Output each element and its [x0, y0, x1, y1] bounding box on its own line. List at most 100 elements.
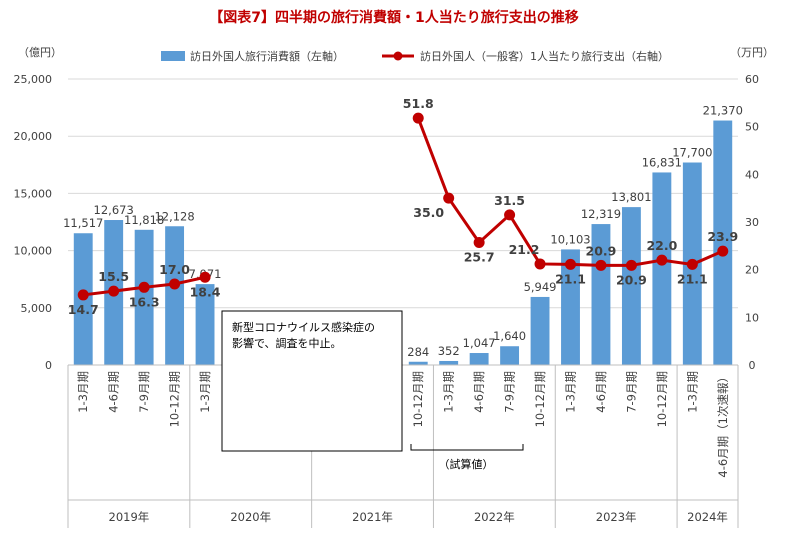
bar-label: 17,700	[672, 146, 712, 160]
line-point	[77, 289, 89, 301]
annotation-box: 新型コロナウイルス感染症の 影響で、調査を中止。	[221, 310, 403, 452]
left-tick-label: 15,000	[14, 187, 53, 200]
x-tick-label: 4-6月期	[594, 371, 608, 413]
x-tick-label: 1-3月期	[198, 371, 212, 413]
line-point	[625, 259, 637, 271]
bar	[621, 207, 641, 365]
x-axis: 1-3月期 4-6月期 7-9月期 10-12月期 1-3月期 4-6月期 7-9月期 10-…	[67, 364, 739, 528]
bar-label: 1,640	[493, 329, 526, 343]
line-point	[686, 258, 698, 270]
bar	[469, 353, 489, 365]
line-label: 21.1	[677, 271, 708, 286]
line-point	[656, 254, 668, 266]
bar-label: 5,949	[524, 280, 557, 294]
estimate-bracket: （試算値）	[410, 444, 524, 471]
right-tick-label: 30	[745, 216, 759, 229]
bar-label: 11,517	[63, 216, 103, 230]
line-point	[138, 281, 150, 293]
bar	[165, 226, 185, 365]
line-label: 22.0	[646, 238, 677, 253]
bar-labels: 11,51712,67311,81812,1287,0712843521,047…	[63, 104, 743, 359]
year-label: 2019年	[109, 510, 150, 524]
bar-label: 284	[407, 345, 429, 359]
right-tick-label: 40	[745, 168, 759, 181]
line-label: 23.9	[707, 229, 738, 244]
line-label: 20.9	[616, 272, 647, 287]
line-point	[473, 236, 485, 248]
bar-label: 16,831	[642, 155, 682, 169]
left-tick-label: 25,000	[14, 73, 53, 86]
line-label: 35.0	[413, 205, 444, 220]
bar-label: 21,370	[703, 104, 743, 118]
line-point	[534, 258, 546, 270]
bracket-label: （試算値）	[439, 457, 494, 471]
bar-label: 12,128	[154, 209, 194, 223]
line-point	[565, 258, 576, 270]
bar	[408, 361, 428, 365]
right-tick-label: 50	[745, 121, 759, 134]
bar	[561, 249, 580, 365]
left-tick-label: 5,000	[21, 302, 53, 315]
year-label: 2021年	[352, 510, 393, 524]
x-tick-label: 10-12月期	[168, 371, 182, 427]
x-tick-label: 4-6月期	[107, 371, 121, 413]
bar	[439, 360, 459, 365]
bar-label: 12,673	[94, 203, 134, 217]
bar-label: 11,818	[124, 213, 164, 227]
line-label: 17.0	[159, 262, 190, 277]
x-tick-label: 1-3月期	[442, 371, 456, 413]
left-tick-label: 0	[45, 359, 52, 372]
line-label: 25.7	[464, 249, 495, 264]
line-point	[443, 192, 455, 204]
annotation-line-1: 新型コロナウイルス感染症の	[232, 320, 375, 334]
x-tick-label: 10-12月期	[655, 371, 669, 427]
bar-label: 352	[438, 344, 460, 358]
line-label: 18.4	[190, 284, 221, 299]
bar	[195, 284, 215, 365]
left-tick-label: 20,000	[14, 130, 53, 143]
line-label: 14.7	[68, 302, 99, 317]
legend-bar-swatch	[161, 51, 185, 61]
right-axis-ticks: 0 10 20 30 40 50 60	[745, 73, 759, 372]
line-label: 21.1	[555, 271, 586, 286]
right-axis-unit: （万円）	[730, 46, 774, 59]
annotation-line-2: 影響で、調査を中止。	[232, 336, 342, 350]
x-tick-label: 1-3月期	[76, 371, 90, 413]
chart-title: 【図表7】四半期の旅行消費額・1人当たり旅行支出の推移	[209, 9, 578, 26]
left-tick-label: 10,000	[14, 245, 53, 258]
right-tick-label: 60	[745, 73, 759, 86]
line-point	[108, 285, 120, 297]
legend-line-label: 訪日外国人（一般客）1人当たり旅行支出（右軸）	[420, 49, 669, 63]
line-point	[717, 245, 729, 257]
x-tick-label: 1-3月期	[685, 371, 699, 413]
line-point	[169, 278, 181, 290]
x-tick-label: 1-3月期	[564, 371, 578, 413]
x-tick-label: 10-12月期	[411, 371, 425, 427]
x-tick-label: 4-6月期（1次速報）	[716, 371, 730, 478]
line-point	[412, 112, 424, 124]
year-label: 2024年	[687, 510, 728, 524]
year-label: 2023年	[596, 510, 637, 524]
bracket-line	[410, 444, 524, 451]
line-point	[595, 259, 607, 271]
right-tick-label: 0	[749, 359, 756, 372]
annotation-frame	[221, 310, 403, 452]
right-tick-label: 20	[745, 264, 759, 277]
line-label: 20.9	[586, 243, 617, 258]
line-label: 16.3	[129, 294, 160, 309]
bar	[500, 346, 520, 365]
bar	[713, 120, 733, 366]
year-label: 2020年	[230, 510, 271, 524]
x-tick-label: 7-9月期	[137, 371, 151, 413]
x-tick-label: 4-6月期	[472, 371, 486, 413]
bar-label: 1,047	[463, 336, 496, 350]
x-tick-label: 7-9月期	[503, 371, 517, 413]
bar	[530, 296, 550, 365]
line-label: 21.2	[509, 242, 540, 257]
x-tick-label: 10-12月期	[533, 371, 547, 427]
line-label: 51.8	[403, 96, 434, 111]
bar	[134, 229, 154, 365]
line-label: 15.5	[98, 269, 129, 284]
bar-series	[73, 120, 733, 366]
